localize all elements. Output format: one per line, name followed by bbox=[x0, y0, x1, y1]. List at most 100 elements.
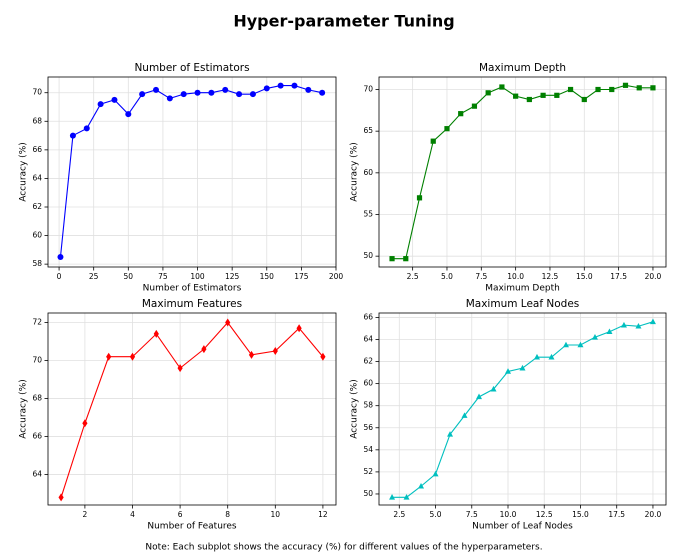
x-tick-label: 2.5 bbox=[407, 272, 419, 281]
x-tick-label: 5.0 bbox=[430, 510, 442, 519]
y-tick-label: 68 bbox=[32, 116, 42, 125]
marker bbox=[548, 353, 555, 360]
marker bbox=[447, 431, 454, 437]
y-tick-label: 64 bbox=[32, 173, 42, 182]
y-tick-label: 56 bbox=[363, 423, 373, 432]
y-tick-label: 68 bbox=[32, 394, 42, 403]
y-tick-label: 66 bbox=[32, 145, 42, 154]
marker bbox=[581, 96, 587, 103]
marker bbox=[650, 85, 656, 91]
marker bbox=[82, 419, 88, 428]
x-tick-label: 7.5 bbox=[475, 272, 487, 281]
marker bbox=[296, 324, 302, 333]
y-tick-label: 66 bbox=[32, 432, 42, 441]
marker bbox=[620, 321, 627, 328]
x-tick-label: 20.0 bbox=[645, 272, 662, 281]
x-tick-label: 12.5 bbox=[536, 510, 553, 519]
x-tick-label: 8 bbox=[225, 510, 230, 519]
marker bbox=[403, 493, 410, 500]
marker bbox=[606, 328, 613, 335]
y-axis-label: Accuracy (%) bbox=[350, 379, 360, 439]
marker bbox=[540, 92, 546, 98]
subplot: 2.5 5.0 7.5 10.0 12.5 15.0 17.5 20.0 50 52 54 56 58 6… bbox=[350, 298, 667, 532]
x-tick-label: 15.0 bbox=[572, 510, 589, 519]
x-tick-label: 6 bbox=[178, 510, 183, 519]
marker bbox=[389, 256, 395, 262]
marker bbox=[125, 111, 132, 118]
y-tick-label: 60 bbox=[363, 168, 373, 177]
x-tick-label: 7.5 bbox=[466, 510, 478, 519]
y-tick-label: 55 bbox=[363, 210, 373, 219]
x-tick-label: 10 bbox=[271, 510, 281, 519]
y-tick-label: 50 bbox=[363, 251, 373, 260]
subplot-title: Maximum Features bbox=[142, 298, 242, 310]
y-tick-label: 70 bbox=[32, 356, 42, 365]
x-tick-label: 125 bbox=[225, 272, 240, 281]
marker bbox=[58, 493, 64, 502]
marker bbox=[554, 92, 560, 98]
marker bbox=[519, 364, 526, 371]
marker bbox=[320, 352, 326, 361]
marker bbox=[83, 125, 90, 132]
subplot-title: Number of Estimators bbox=[134, 62, 249, 74]
marker bbox=[471, 103, 478, 109]
x-tick-label: 10.0 bbox=[507, 272, 524, 281]
marker bbox=[432, 470, 439, 477]
subplot-title: Maximum Depth bbox=[479, 62, 566, 74]
marker bbox=[403, 256, 409, 262]
x-tick-label: 15.0 bbox=[576, 272, 593, 281]
y-tick-label: 62 bbox=[32, 202, 42, 211]
marker bbox=[609, 86, 615, 93]
marker bbox=[263, 85, 270, 92]
x-tick-label: 2 bbox=[83, 510, 88, 519]
marker bbox=[430, 138, 436, 144]
x-tick-label: 12.5 bbox=[542, 272, 559, 281]
marker bbox=[225, 318, 231, 327]
y-tick-label: 70 bbox=[363, 85, 373, 94]
marker bbox=[649, 318, 656, 325]
y-tick-label: 64 bbox=[32, 470, 42, 479]
marker bbox=[636, 85, 642, 91]
marker bbox=[562, 341, 569, 348]
x-tick-label: 17.5 bbox=[608, 510, 625, 519]
marker bbox=[272, 347, 278, 356]
marker bbox=[248, 350, 255, 359]
marker bbox=[222, 86, 229, 93]
marker bbox=[194, 89, 201, 96]
marker bbox=[177, 364, 183, 373]
data-line bbox=[392, 321, 654, 498]
marker bbox=[201, 345, 207, 354]
marker bbox=[591, 333, 598, 340]
x-tick-label: 17.5 bbox=[610, 272, 627, 281]
marker bbox=[418, 482, 425, 489]
x-tick-label: 175 bbox=[294, 272, 309, 281]
figure-note: Note: Each subplot shows the accuracy (%… bbox=[145, 543, 542, 553]
x-tick-label: 12 bbox=[318, 510, 328, 519]
x-tick-label: 20.0 bbox=[645, 510, 662, 519]
marker bbox=[277, 82, 284, 89]
marker bbox=[389, 493, 396, 500]
data-line bbox=[392, 84, 653, 260]
y-axis-label: Accuracy (%) bbox=[350, 142, 360, 202]
figure-title: Hyper-parameter Tuning bbox=[233, 12, 454, 31]
marker bbox=[305, 86, 312, 93]
marker bbox=[526, 96, 532, 103]
marker bbox=[97, 101, 104, 108]
y-tick-label: 60 bbox=[32, 231, 42, 240]
y-tick-label: 58 bbox=[363, 401, 373, 410]
axes-frame bbox=[47, 312, 337, 506]
marker bbox=[57, 254, 64, 260]
y-tick-label: 72 bbox=[32, 318, 42, 327]
marker bbox=[458, 111, 464, 117]
marker bbox=[249, 91, 256, 98]
data-line bbox=[60, 321, 324, 498]
marker bbox=[236, 91, 243, 98]
y-axis-label: Accuracy (%) bbox=[19, 142, 29, 202]
x-tick-label: 10.0 bbox=[500, 510, 517, 519]
marker bbox=[166, 95, 173, 102]
marker bbox=[490, 385, 497, 392]
x-tick-label: 150 bbox=[260, 272, 275, 281]
marker bbox=[153, 329, 159, 338]
